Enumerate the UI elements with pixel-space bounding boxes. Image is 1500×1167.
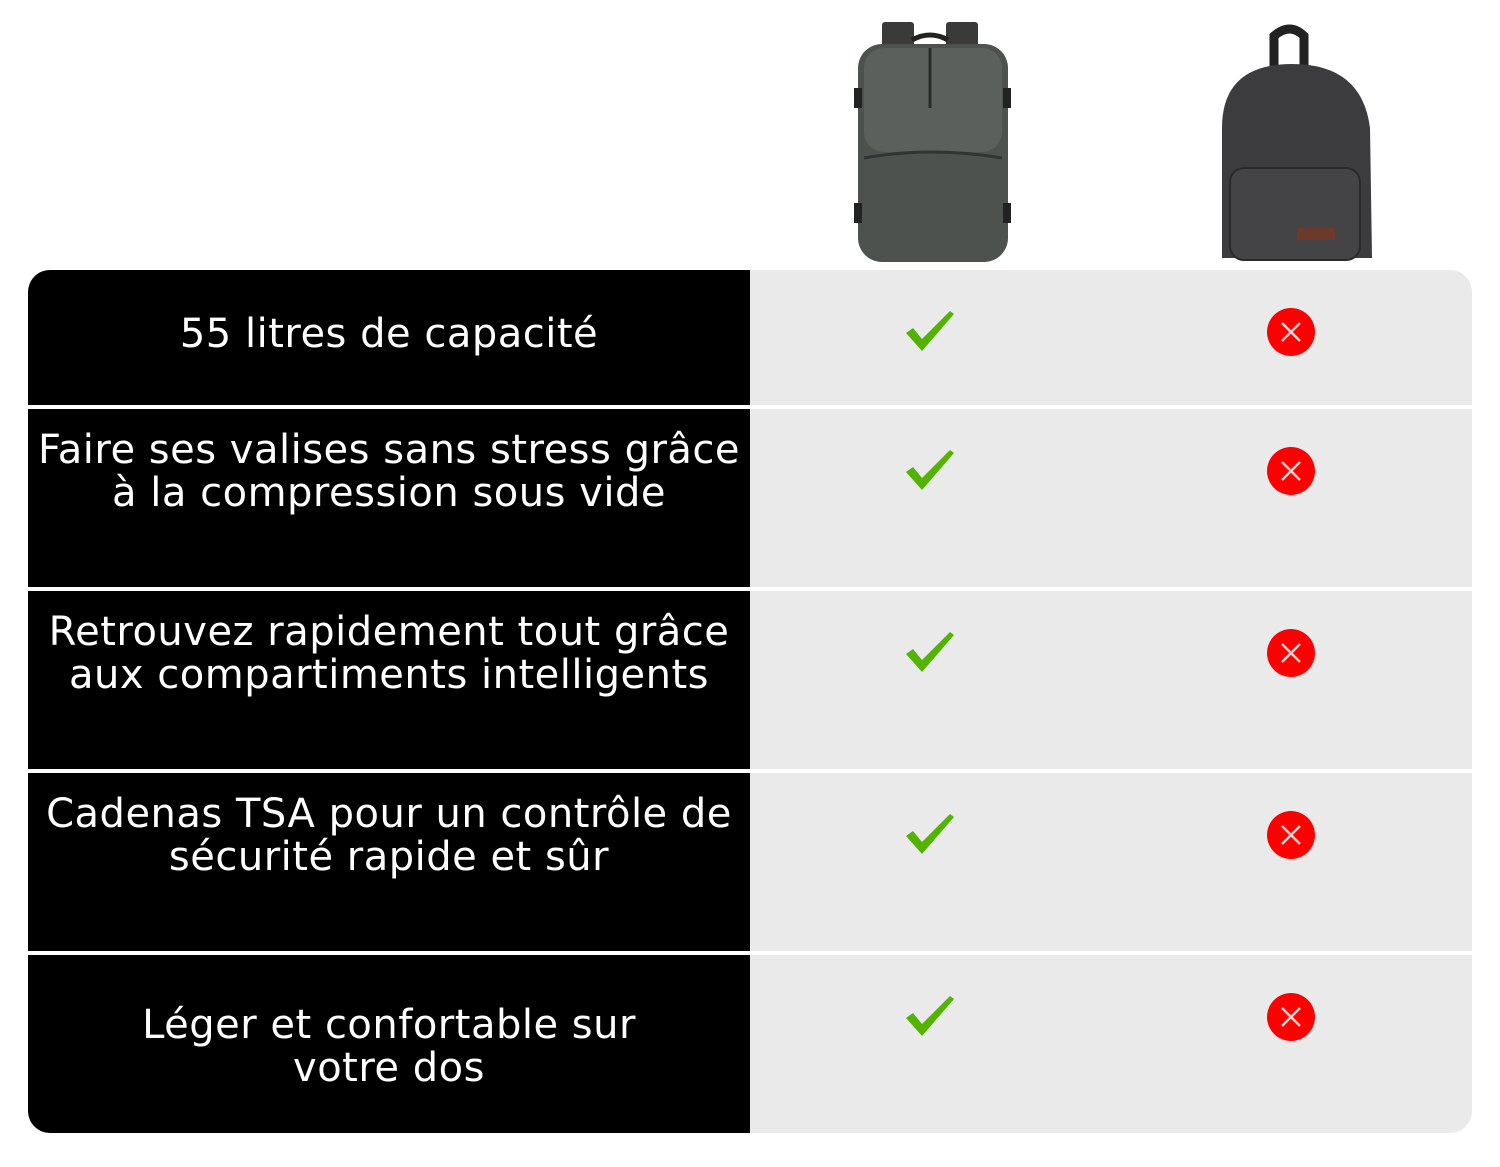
product2-cell	[1111, 591, 1472, 769]
cross-icon	[1267, 993, 1315, 1041]
feature-label: 55 litres de capacité	[28, 270, 750, 405]
cross-icon	[1267, 308, 1315, 356]
product1-cell	[750, 270, 1111, 405]
product2-cell	[1111, 409, 1472, 587]
table-row: Retrouvez rapidement tout grâce aux comp…	[28, 591, 1472, 769]
product2-cell	[1111, 270, 1472, 405]
feature-label: Retrouvez rapidement tout grâce aux comp…	[28, 591, 750, 769]
product-image-travel-backpack	[850, 18, 1015, 268]
cross-icon	[1267, 629, 1315, 677]
product2-cell	[1111, 773, 1472, 951]
comparison-table: 55 litres de capacité Faire ses valises …	[28, 270, 1472, 1137]
table-row: Cadenas TSA pour un contrôle de sécurité…	[28, 773, 1472, 951]
feature-label: Léger et confortable sur votre dos	[28, 955, 750, 1133]
check-icon	[906, 450, 954, 490]
product-image-classic-backpack	[1212, 18, 1377, 268]
check-icon	[906, 814, 954, 854]
feature-label: Cadenas TSA pour un contrôle de sécurité…	[28, 773, 750, 951]
table-row: 55 litres de capacité	[28, 270, 1472, 405]
product1-cell	[750, 955, 1111, 1133]
cross-icon	[1267, 811, 1315, 859]
check-icon	[906, 632, 954, 672]
check-icon	[906, 996, 954, 1036]
product1-cell	[750, 773, 1111, 951]
check-icon	[906, 311, 954, 351]
product1-cell	[750, 409, 1111, 587]
feature-label: Faire ses valises sans stress grâce à la…	[28, 409, 750, 587]
cross-icon	[1267, 447, 1315, 495]
table-row: Léger et confortable sur votre dos	[28, 955, 1472, 1133]
product2-cell	[1111, 955, 1472, 1133]
product1-cell	[750, 591, 1111, 769]
table-row: Faire ses valises sans stress grâce à la…	[28, 409, 1472, 587]
